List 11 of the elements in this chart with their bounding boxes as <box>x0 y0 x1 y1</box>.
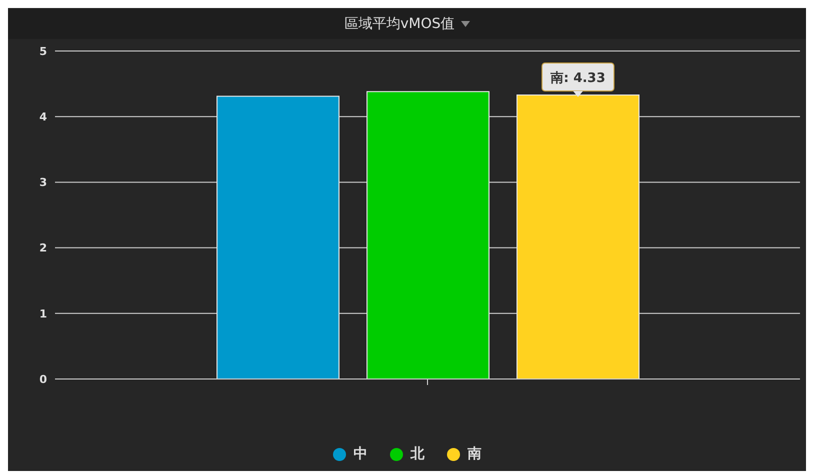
legend-label: 北 <box>410 445 424 463</box>
chart-title: 區域平均vMOS值 <box>344 15 455 33</box>
y-tick-label: 5 <box>39 44 47 58</box>
annotation: 南: 4.33 <box>550 70 606 86</box>
y-tick-label: 4 <box>39 110 48 124</box>
y-tick-label: 1 <box>39 307 47 320</box>
legend-label: 中 <box>354 445 368 463</box>
y-tick-label: 3 <box>39 176 47 190</box>
legend-label: 南 <box>468 445 482 463</box>
y-tick-label: 2 <box>39 242 47 255</box>
y-tick-label: 0 <box>39 372 48 386</box>
